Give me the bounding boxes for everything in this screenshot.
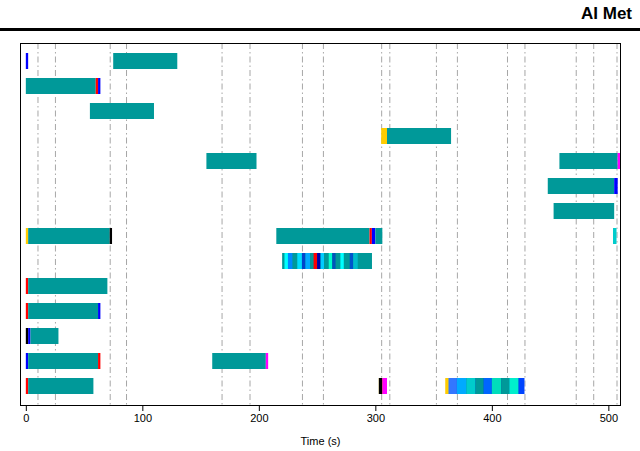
html-text:AI Met: AI Met: [581, 4, 632, 23]
svg-text:400: 400: [483, 412, 501, 424]
svg-text:100: 100: [134, 412, 152, 424]
svg-text:500: 500: [600, 412, 618, 424]
svg-text:200: 200: [250, 412, 268, 424]
svg-text:300: 300: [367, 412, 385, 424]
svg-text:0: 0: [23, 412, 29, 424]
svg-text:Time (s): Time (s): [301, 435, 341, 447]
